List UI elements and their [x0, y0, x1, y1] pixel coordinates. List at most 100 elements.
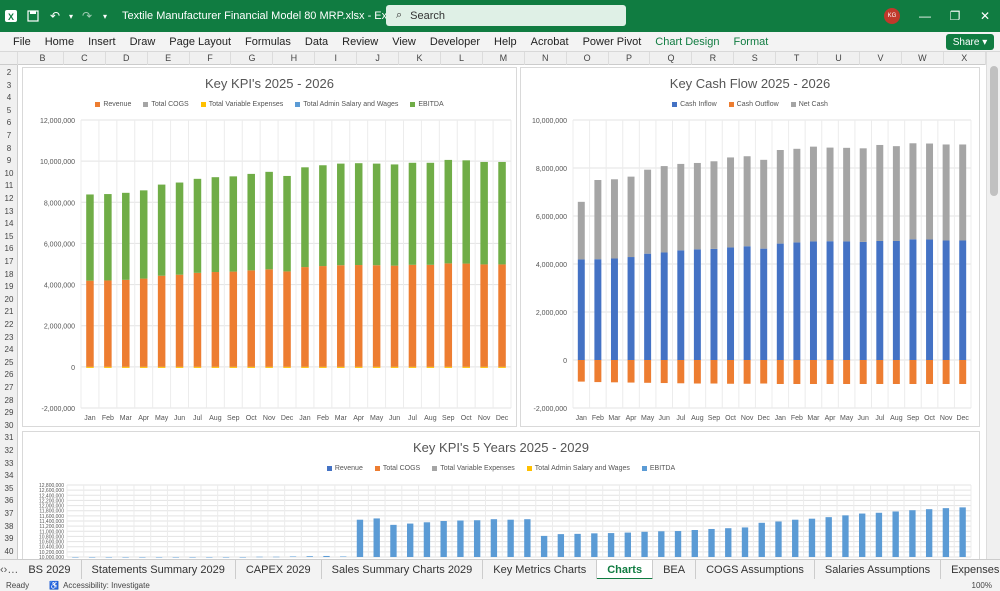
row-header[interactable]: 20: [4, 294, 14, 304]
scroll-thumb[interactable]: [990, 66, 998, 196]
menu-home[interactable]: Home: [44, 35, 75, 48]
restore-icon[interactable]: ❐: [949, 9, 961, 23]
column-header[interactable]: X: [944, 52, 986, 65]
column-header[interactable]: B: [22, 52, 64, 65]
row-header[interactable]: 6: [6, 118, 12, 128]
row-header[interactable]: 38: [4, 521, 14, 531]
row-header[interactable]: 3: [6, 80, 12, 90]
row-header[interactable]: 4: [6, 93, 12, 103]
row-header[interactable]: 29: [4, 408, 14, 418]
menu-review[interactable]: Review: [342, 35, 379, 48]
menu-view[interactable]: View: [392, 35, 416, 48]
share-button[interactable]: Share ▾: [946, 34, 994, 50]
row-header[interactable]: 27: [4, 383, 14, 392]
row-header[interactable]: 2: [6, 68, 12, 77]
select-all-corner[interactable]: [0, 52, 18, 65]
column-header[interactable]: J: [357, 52, 400, 65]
avatar[interactable]: KG: [884, 8, 900, 24]
vertical-scrollbar[interactable]: [986, 52, 1000, 559]
menu-acrobat[interactable]: Acrobat: [530, 35, 569, 48]
menu-chart-design[interactable]: Chart Design: [655, 35, 720, 48]
row-header[interactable]: 28: [4, 395, 14, 405]
row-header[interactable]: 18: [4, 269, 14, 279]
customize-toolbar-icon[interactable]: ▾: [102, 11, 107, 21]
row-header[interactable]: 24: [4, 345, 14, 355]
menu-draw[interactable]: Draw: [129, 35, 156, 48]
row-header[interactable]: 39: [4, 534, 14, 544]
close-icon[interactable]: ✕: [979, 9, 991, 23]
row-header[interactable]: 31: [4, 433, 14, 443]
menu-format[interactable]: Format: [733, 35, 769, 48]
row-header[interactable]: 9: [6, 156, 12, 166]
menu-power-pivot[interactable]: Power Pivot: [582, 35, 642, 48]
row-header[interactable]: 32: [4, 446, 14, 455]
save-icon[interactable]: [22, 0, 44, 32]
row-header[interactable]: 11: [4, 181, 14, 191]
column-header[interactable]: K: [399, 52, 441, 65]
sheet-tab[interactable]: BEA: [653, 559, 697, 580]
menu-page-layout[interactable]: Page Layout: [169, 35, 232, 48]
column-header[interactable]: P: [609, 52, 651, 65]
menu-file[interactable]: File: [13, 35, 31, 48]
column-header[interactable]: C: [64, 52, 106, 65]
row-header[interactable]: 10: [4, 168, 14, 178]
menu-developer[interactable]: Developer: [429, 35, 481, 48]
column-header[interactable]: L: [441, 52, 483, 65]
chart-cash-flow[interactable]: Key Cash Flow 2025 - 2026 Cash Inflow Cas…: [520, 67, 980, 427]
zoom-level[interactable]: 100%: [971, 580, 992, 590]
row-header[interactable]: 15: [4, 231, 14, 241]
menu-insert[interactable]: Insert: [88, 35, 116, 48]
search-box[interactable]: ⌕ Search: [386, 5, 626, 26]
column-header[interactable]: E: [148, 52, 190, 65]
column-header[interactable]: I: [315, 52, 358, 65]
row-header[interactable]: 14: [4, 219, 14, 229]
chart-kpis-5-years[interactable]: Key KPI's 5 Years 2025 - 2029 Revenue Tot…: [22, 431, 980, 561]
undo-dropdown-icon[interactable]: ▾: [68, 11, 73, 21]
column-header[interactable]: Q: [651, 52, 693, 65]
next-sheet-icon[interactable]: ›: [3, 563, 8, 576]
row-header[interactable]: 36: [4, 496, 14, 506]
menu-formulas[interactable]: Formulas: [245, 35, 291, 48]
row-header[interactable]: 33: [4, 458, 14, 468]
sheet-tab[interactable]: Salaries Assumptions: [815, 559, 942, 580]
sheet-tab[interactable]: COGS Assumptions: [696, 559, 815, 580]
row-header[interactable]: 34: [4, 471, 14, 481]
sheet-tab[interactable]: Statements Summary 2029: [82, 559, 236, 580]
row-header[interactable]: 40: [4, 546, 14, 556]
row-header[interactable]: 35: [4, 483, 14, 493]
menu-help[interactable]: Help: [494, 35, 517, 48]
row-header[interactable]: 16: [4, 244, 14, 254]
worksheet-grid[interactable]: Key KPI's 2025 - 2026 Revenue Total COGS T…: [18, 65, 986, 561]
sheet-tab[interactable]: Key Metrics Charts: [483, 559, 598, 580]
column-header[interactable]: O: [567, 52, 609, 65]
minimize-icon[interactable]: —: [919, 9, 931, 23]
column-header[interactable]: M: [483, 52, 525, 65]
row-header[interactable]: 22: [4, 320, 14, 329]
undo-icon[interactable]: ↶: [49, 9, 61, 23]
column-header[interactable]: T: [776, 52, 819, 65]
column-header[interactable]: S: [734, 52, 777, 65]
accessibility-status[interactable]: Accessibility: Investigate: [63, 580, 150, 590]
row-header[interactable]: 13: [4, 206, 14, 216]
column-header[interactable]: N: [525, 52, 567, 65]
row-header[interactable]: 12: [4, 194, 14, 203]
column-header[interactable]: D: [106, 52, 148, 65]
row-header[interactable]: 37: [4, 509, 14, 518]
chart-key-kpis[interactable]: Key KPI's 2025 - 2026 Revenue Total COGS T…: [22, 67, 517, 427]
row-header[interactable]: 21: [4, 307, 14, 317]
sheet-tab[interactable]: Sales Summary Charts 2029: [322, 559, 484, 580]
prev-sheet-icon[interactable]: ‹: [0, 563, 4, 576]
row-header[interactable]: 5: [6, 105, 12, 115]
column-header[interactable]: G: [232, 52, 274, 65]
sheet-tab[interactable]: BS 2029: [18, 559, 82, 580]
row-header[interactable]: 25: [4, 357, 14, 367]
row-header[interactable]: 8: [6, 143, 12, 153]
row-header[interactable]: 30: [4, 420, 14, 430]
column-header[interactable]: R: [692, 52, 735, 65]
row-header[interactable]: 26: [4, 370, 14, 380]
row-header[interactable]: 19: [4, 282, 14, 292]
row-header[interactable]: 7: [6, 131, 12, 140]
column-header[interactable]: F: [190, 52, 232, 65]
row-header[interactable]: 23: [4, 332, 14, 342]
column-header[interactable]: V: [860, 52, 902, 65]
